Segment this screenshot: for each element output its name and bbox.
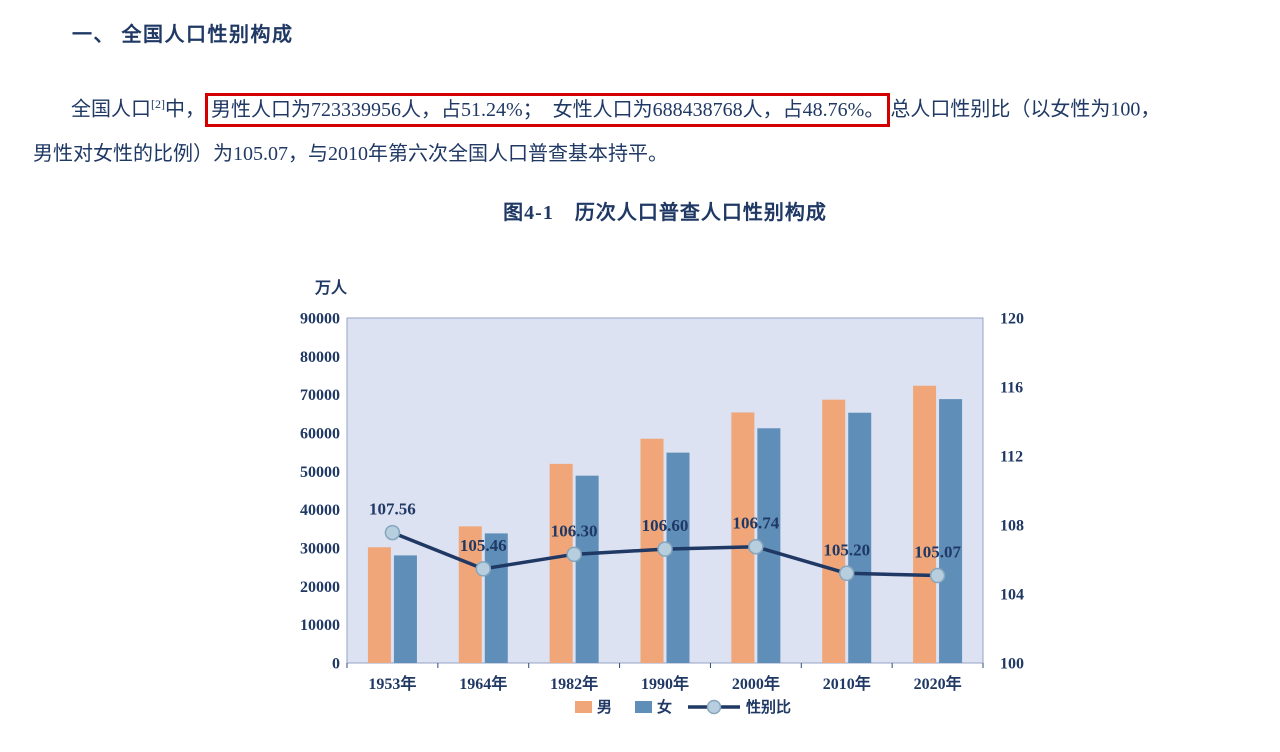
para-line2: 男性对女性的比例）为105.07，与2010年第六次全国人口普查基本持平。	[33, 142, 668, 165]
section-heading: 一、 全国人口性别构成	[72, 24, 294, 46]
right-axis-tick-label: 120	[1000, 311, 1024, 328]
legend-label-female: 女	[657, 698, 672, 716]
x-axis-label: 2000年	[732, 674, 780, 693]
sex-ratio-value-label: 105.07	[914, 543, 961, 562]
figure-title: 图4-1 历次人口普查人口性别构成	[503, 202, 827, 224]
highlighted-text: 男性人口为723339956人，占51.24%； 女性人口为688438768人…	[205, 92, 891, 127]
footnote-ref: [2]	[151, 97, 165, 111]
sex-ratio-marker-4	[748, 538, 764, 555]
left-axis-tick-label: 80000	[300, 349, 340, 366]
sex-ratio-value-label: 106.60	[642, 516, 689, 535]
right-axis-tick-label: 100	[1000, 656, 1024, 673]
sex-ratio-marker-3	[657, 541, 673, 557]
left-axis-tick-label: 10000	[300, 617, 340, 634]
bar-male-0	[367, 547, 391, 663]
right-axis-tick-label: 116	[1000, 380, 1023, 397]
x-axis-label: 1990年	[641, 674, 689, 693]
sex-ratio-marker-5	[838, 565, 855, 582]
census-sex-ratio-chart: 万人 0 10000 20000 30000 40000 50000 60000 70000 80…	[300, 279, 1024, 716]
plot-area	[346, 317, 984, 664]
sex-ratio-value-label: 106.74	[732, 514, 779, 533]
left-axis-tick-label: 70000	[300, 387, 340, 404]
left-axis-tick-label: 90000	[300, 311, 340, 328]
left-axis-tick-label: 60000	[300, 426, 340, 443]
sex-ratio-value-label: 105.20	[823, 540, 870, 559]
bar-female-0	[393, 555, 417, 663]
body-paragraph: 全国人口[2]中， 男性人口为723339956人，占51.24%； 女性人口为6…	[33, 82, 1267, 176]
left-axis-tick-label: 40000	[300, 502, 340, 519]
x-axis-label: 2020年	[914, 674, 962, 693]
bar-male-2	[549, 463, 573, 663]
x-axis-label: 1982年	[550, 674, 598, 693]
para-line1-end: 总人口性别比（以女性为100，	[890, 98, 1161, 121]
bar-female-4	[757, 428, 781, 663]
sex-ratio-value-label: 106.30	[551, 521, 598, 540]
x-axis-label: 2010年	[823, 674, 871, 693]
bar-male-6	[913, 385, 937, 663]
legend-swatch-female	[635, 701, 652, 713]
sex-ratio-marker-1	[475, 561, 492, 577]
para-prefix: 全国人口	[71, 98, 151, 121]
x-axis-label: 1953年	[368, 674, 416, 693]
sex-ratio-value-label: 105.46	[460, 536, 507, 555]
left-axis-tick-label: 0	[332, 656, 340, 673]
x-axis-label: 1964年	[459, 674, 507, 693]
legend-label-ratio: 性别比	[746, 698, 791, 716]
left-axis-unit-label: 万人	[314, 279, 348, 297]
bar-female-3	[666, 452, 690, 663]
sex-ratio-marker-0	[384, 524, 401, 541]
bar-female-6	[939, 399, 963, 663]
left-axis-tick-label: 30000	[300, 541, 340, 558]
bar-female-2	[575, 475, 599, 663]
bar-female-5	[848, 412, 872, 663]
sex-ratio-marker-2	[566, 546, 582, 563]
right-axis-tick-label: 108	[1000, 518, 1024, 535]
left-axis-tick-label: 20000	[300, 579, 340, 596]
legend-swatch-male	[575, 701, 592, 713]
sex-ratio-value-label: 107.56	[369, 500, 416, 519]
sex-ratio-marker-6	[929, 567, 946, 584]
legend-label-male: 男	[597, 699, 612, 716]
bar-male-4	[731, 412, 755, 663]
right-axis-tick-label: 112	[1000, 449, 1023, 466]
para-mid: 中，	[165, 98, 205, 121]
left-axis-tick-label: 50000	[300, 464, 340, 481]
bar-male-5	[822, 399, 846, 663]
right-axis-tick-label: 104	[1000, 587, 1024, 604]
legend-marker-sample	[706, 699, 722, 715]
